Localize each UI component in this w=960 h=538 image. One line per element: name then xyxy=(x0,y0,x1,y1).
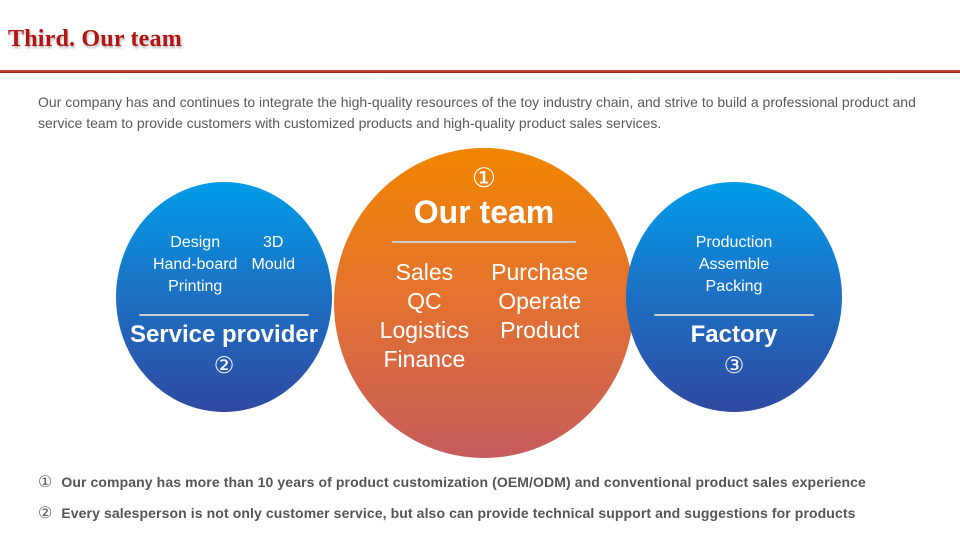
service-provider-items-col2: 3D Mould xyxy=(251,232,295,298)
our-team-circle: ① Our team Sales QC Logistics Finance Pu… xyxy=(334,148,634,458)
factory-label: Factory xyxy=(690,321,778,348)
list-item: Sales xyxy=(395,259,454,285)
footnote-row: ② Every salesperson is not only customer… xyxy=(38,503,918,524)
intro-paragraph: Our company has and continues to integra… xyxy=(38,94,916,131)
service-provider-items: Design Hand-board Printing 3D Mould xyxy=(116,232,332,298)
footnote-text: Our company has more than 10 years of pr… xyxy=(61,474,866,490)
our-team-items-col1: Sales QC Logistics Finance xyxy=(380,258,469,374)
circled-number-2: ② xyxy=(213,352,235,378)
factory-circle: Production Assemble Packing Factory ③ xyxy=(626,182,842,412)
service-provider-circle: Design Hand-board Printing 3D Mould Serv… xyxy=(116,182,332,412)
footnote-circled-number-2: ② xyxy=(38,505,53,522)
circled-number-1: ① xyxy=(471,163,497,193)
list-item: Hand-board xyxy=(152,256,238,273)
list-item: Production xyxy=(695,234,773,251)
list-item: 3D xyxy=(263,234,284,251)
circle-divider-line xyxy=(392,241,576,243)
footnote-row: ① Our company has more than 10 years of … xyxy=(38,472,918,493)
list-item: Logistics xyxy=(379,317,470,343)
title-divider-rule xyxy=(0,70,960,73)
list-item: Printing xyxy=(168,278,223,295)
our-team-items-col2: Purchase Operate Product xyxy=(491,258,588,374)
list-item: Product xyxy=(500,317,580,343)
footnote-circled-number-1: ① xyxy=(38,474,53,491)
list-item: Finance xyxy=(383,346,466,372)
service-provider-items-col1: Design Hand-board Printing xyxy=(153,232,238,298)
list-item: Design xyxy=(170,234,221,251)
footnote-text: Every salesperson is not only customer s… xyxy=(61,505,856,521)
list-item: Mould xyxy=(251,256,296,273)
our-team-label: Our team xyxy=(413,194,555,230)
factory-items: Production Assemble Packing xyxy=(626,232,842,298)
list-item: Assemble xyxy=(698,256,770,273)
circle-divider-line xyxy=(654,314,814,316)
circled-number-3: ③ xyxy=(723,352,745,378)
list-item: QC xyxy=(407,288,442,314)
our-team-items: Sales QC Logistics Finance Purchase Oper… xyxy=(334,258,634,374)
list-item: Purchase xyxy=(491,259,589,285)
page-title: Third. Our team xyxy=(8,26,182,52)
service-provider-label: Service provider xyxy=(129,321,319,348)
circle-divider-line xyxy=(139,314,309,316)
footnotes: ① Our company has more than 10 years of … xyxy=(38,472,918,534)
list-item: Packing xyxy=(705,278,763,295)
list-item: Operate xyxy=(498,288,582,314)
